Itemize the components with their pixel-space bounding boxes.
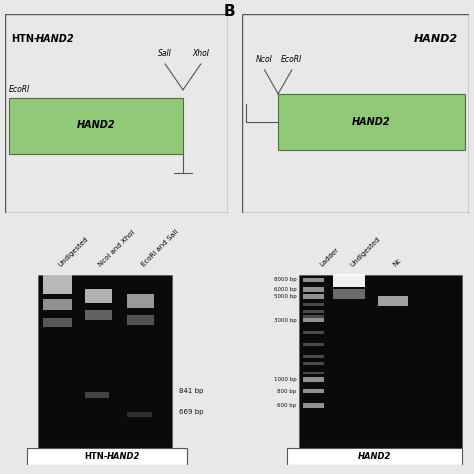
FancyBboxPatch shape: [127, 315, 154, 325]
FancyBboxPatch shape: [43, 275, 72, 294]
FancyBboxPatch shape: [303, 310, 324, 313]
FancyBboxPatch shape: [287, 448, 463, 465]
Text: B: B: [224, 4, 235, 19]
Text: SalI: SalI: [158, 49, 172, 58]
FancyBboxPatch shape: [303, 403, 324, 408]
Text: Undigested: Undigested: [349, 236, 381, 268]
Text: 6000 bp: 6000 bp: [273, 287, 296, 292]
FancyBboxPatch shape: [299, 275, 463, 453]
FancyBboxPatch shape: [278, 94, 465, 150]
Text: 8000 bp: 8000 bp: [273, 277, 296, 283]
FancyBboxPatch shape: [43, 318, 72, 327]
Text: EcoRI: EcoRI: [9, 85, 30, 94]
FancyBboxPatch shape: [303, 355, 324, 358]
Text: 600 bp: 600 bp: [277, 403, 296, 408]
FancyBboxPatch shape: [378, 296, 408, 306]
Text: 669 bp: 669 bp: [179, 410, 203, 415]
Text: HAND2: HAND2: [358, 452, 392, 461]
Text: HTN-: HTN-: [84, 452, 107, 461]
FancyBboxPatch shape: [5, 14, 228, 213]
Text: HAND2: HAND2: [36, 34, 74, 44]
FancyBboxPatch shape: [303, 303, 324, 306]
FancyBboxPatch shape: [127, 412, 152, 417]
FancyBboxPatch shape: [9, 98, 183, 154]
Text: HAND2: HAND2: [414, 34, 458, 44]
Text: HAND2: HAND2: [107, 452, 141, 461]
FancyBboxPatch shape: [303, 278, 324, 282]
FancyBboxPatch shape: [303, 362, 324, 365]
FancyBboxPatch shape: [303, 315, 324, 318]
FancyBboxPatch shape: [127, 294, 154, 308]
Text: EcoRI and SalI: EcoRI and SalI: [141, 228, 180, 268]
Text: Nc: Nc: [392, 257, 402, 268]
FancyBboxPatch shape: [303, 377, 324, 382]
FancyBboxPatch shape: [333, 289, 365, 299]
Text: 5000 bp: 5000 bp: [273, 294, 296, 299]
FancyBboxPatch shape: [85, 392, 109, 398]
FancyBboxPatch shape: [303, 372, 324, 374]
Text: 3000 bp: 3000 bp: [273, 318, 296, 323]
Text: 841 bp: 841 bp: [179, 388, 203, 394]
FancyBboxPatch shape: [303, 343, 324, 346]
FancyBboxPatch shape: [43, 299, 72, 310]
Text: 1000 bp: 1000 bp: [273, 377, 296, 382]
Text: HAND2: HAND2: [352, 117, 391, 127]
Text: XhoI: XhoI: [192, 49, 210, 58]
FancyBboxPatch shape: [303, 294, 324, 299]
Text: NcoI: NcoI: [256, 55, 273, 64]
FancyBboxPatch shape: [27, 448, 187, 465]
FancyBboxPatch shape: [303, 287, 324, 292]
Text: Ladder: Ladder: [319, 246, 340, 268]
FancyBboxPatch shape: [303, 389, 324, 393]
Text: NcoI and XhoI: NcoI and XhoI: [97, 229, 136, 268]
FancyBboxPatch shape: [333, 274, 365, 287]
Text: HTN-: HTN-: [11, 34, 38, 44]
Text: 800 bp: 800 bp: [277, 389, 296, 394]
FancyBboxPatch shape: [303, 331, 324, 334]
FancyBboxPatch shape: [303, 318, 324, 322]
Text: Undigested: Undigested: [57, 236, 90, 268]
FancyBboxPatch shape: [85, 289, 112, 303]
FancyBboxPatch shape: [242, 14, 469, 213]
Text: HAND2: HAND2: [77, 120, 115, 130]
Text: EcoRI: EcoRI: [281, 55, 302, 64]
FancyBboxPatch shape: [38, 275, 172, 453]
FancyBboxPatch shape: [85, 310, 112, 320]
